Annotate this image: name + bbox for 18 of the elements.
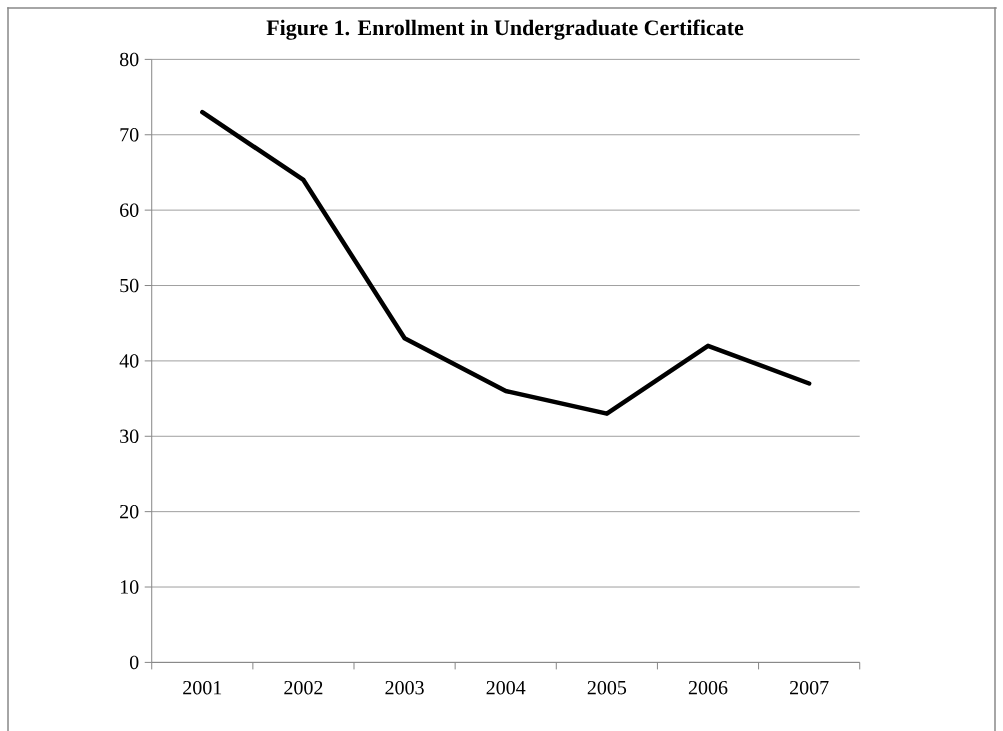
x-tick-label: 2005 — [587, 680, 627, 695]
y-tick-label: 30 — [120, 429, 139, 444]
chart-title: Figure 1. Enrollment in Undergraduate Certificate — [266, 19, 744, 40]
x-tick-label: 2007 — [790, 680, 829, 695]
y-tick-label: 60 — [120, 203, 139, 217]
x-tick-label: 2001 — [183, 680, 222, 695]
y-tick-label: 20 — [120, 504, 139, 519]
x-tick-label: 2002 — [284, 680, 323, 695]
y-tick-label: 40 — [119, 354, 139, 368]
y-tick-label: 70 — [120, 128, 139, 142]
x-tick-label: 2004 — [486, 680, 526, 695]
y-tick-label: 50 — [120, 278, 139, 293]
x-tick-label: 2003 — [385, 680, 424, 695]
line-series — [200, 109, 812, 416]
y-tick-label: 80 — [119, 52, 139, 67]
x-tick-label: 2006 — [688, 680, 728, 695]
y-tick-label: 10 — [120, 580, 139, 594]
y-tick-label: 0 — [129, 655, 139, 670]
